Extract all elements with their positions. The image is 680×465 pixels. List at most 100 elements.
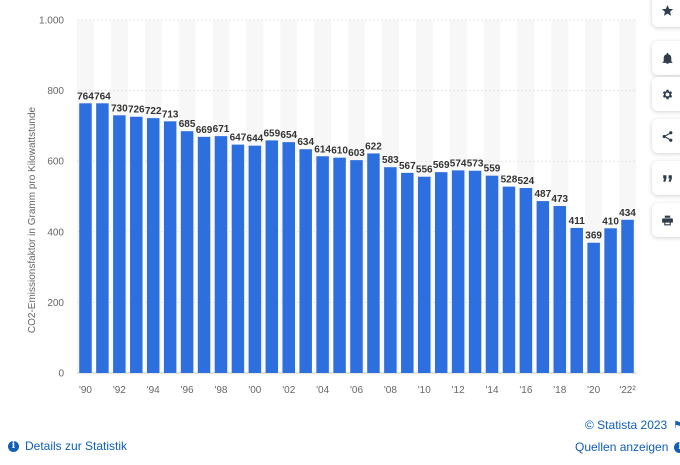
bar[interactable] — [316, 156, 329, 373]
data-label: 573 — [467, 159, 484, 170]
star-icon — [661, 4, 674, 17]
bar[interactable] — [146, 118, 160, 373]
bar[interactable] — [570, 227, 583, 373]
y-tick-label: 1.000 — [39, 16, 64, 27]
x-tick-labels: '90 '92 '94 '96 '98 '00 '02 '04 '06 '08 '10 '12 '14 '… — [79, 385, 636, 396]
data-label: 614 — [314, 144, 331, 155]
data-label: 726 — [128, 105, 145, 116]
x-tick-label: '90 — [79, 385, 92, 396]
data-label: 610 — [331, 146, 348, 157]
bars — [79, 103, 634, 374]
x-tick-label: '94 — [147, 385, 160, 396]
bar[interactable] — [502, 186, 516, 373]
bar[interactable] — [434, 172, 448, 373]
bar[interactable] — [231, 144, 245, 373]
bar[interactable] — [350, 160, 363, 373]
data-label: 583 — [382, 155, 399, 166]
details-label: Details zur Statistik — [25, 439, 128, 453]
data-label: 764 — [77, 91, 94, 102]
x-tick-label: '18 — [553, 385, 566, 396]
details-link[interactable]: i Details zur Statistik — [8, 439, 127, 453]
data-label: 647 — [230, 133, 247, 144]
quote-icon — [661, 172, 674, 185]
y-tick-label: 0 — [58, 369, 64, 380]
bar[interactable] — [130, 116, 143, 374]
favorite-button[interactable] — [652, 0, 680, 27]
x-tick-label: '92 — [113, 385, 126, 396]
flag-icon: ⚑ — [673, 419, 680, 431]
info-icon: i — [674, 441, 680, 453]
print-icon — [661, 214, 674, 227]
bar[interactable] — [333, 157, 346, 373]
data-label: 524 — [518, 176, 535, 187]
data-label: 634 — [297, 137, 314, 148]
gear-icon — [661, 88, 674, 101]
data-label: 528 — [501, 175, 518, 186]
sources-link[interactable]: Quellen anzeigen i — [575, 440, 680, 454]
x-tick-label: '20 — [587, 385, 600, 396]
y-tick-label: 800 — [47, 86, 64, 97]
bar[interactable] — [96, 103, 109, 374]
bar[interactable] — [214, 136, 228, 373]
cite-button[interactable] — [652, 161, 680, 195]
data-label: 567 — [399, 161, 416, 172]
bar[interactable] — [163, 121, 177, 373]
bar[interactable] — [604, 228, 617, 373]
info-icon: i — [8, 440, 19, 452]
bar[interactable] — [587, 242, 600, 373]
x-tick-label: '96 — [181, 385, 194, 396]
statista-credit[interactable]: © Statista 2023 ⚑ — [585, 418, 680, 432]
data-label: 411 — [569, 216, 586, 227]
data-label: 569 — [433, 160, 450, 171]
data-label: 410 — [602, 216, 619, 227]
bar[interactable] — [79, 103, 92, 374]
x-tick-label: '22² — [619, 385, 636, 396]
bar[interactable] — [485, 175, 499, 373]
bar[interactable] — [113, 115, 126, 373]
x-tick-label: '08 — [384, 385, 397, 396]
data-label: 644 — [247, 134, 264, 145]
bar[interactable] — [553, 206, 567, 373]
data-label: 556 — [416, 165, 433, 176]
print-button[interactable] — [652, 203, 680, 237]
data-label: 487 — [534, 189, 551, 200]
x-tick-label: '04 — [316, 385, 329, 396]
data-label: 722 — [145, 106, 162, 117]
data-label: 473 — [551, 194, 568, 205]
bar[interactable] — [299, 149, 312, 373]
data-label: 730 — [111, 103, 128, 114]
bell-icon — [661, 52, 674, 65]
bar[interactable] — [468, 170, 482, 373]
data-label: 654 — [280, 130, 297, 141]
y-axis-label: CO2-Emissionsfaktor in Gramm pro Kilowat… — [27, 106, 38, 333]
bar[interactable] — [519, 188, 533, 373]
bar[interactable] — [401, 172, 414, 373]
bar[interactable] — [451, 170, 465, 373]
x-tick-label: '12 — [452, 385, 465, 396]
data-label: 764 — [94, 91, 111, 102]
sources-label: Quellen anzeigen — [575, 440, 669, 454]
bar[interactable] — [248, 145, 262, 373]
bar[interactable] — [180, 131, 194, 373]
bar[interactable] — [418, 176, 431, 373]
x-tick-label: '02 — [282, 385, 295, 396]
bar[interactable] — [265, 140, 279, 373]
bar[interactable] — [197, 136, 211, 373]
bar[interactable] — [536, 201, 550, 373]
bar[interactable] — [367, 153, 380, 373]
share-icon — [661, 130, 674, 143]
data-label: 434 — [619, 208, 636, 219]
bar[interactable] — [384, 167, 397, 373]
settings-button[interactable] — [652, 77, 680, 111]
notification-button[interactable] — [652, 41, 680, 75]
x-tick-label: '06 — [350, 385, 363, 396]
x-tick-label: '14 — [485, 385, 498, 396]
data-label: 603 — [348, 148, 365, 159]
data-label: 622 — [365, 141, 382, 152]
y-tick-labels: 0 200 400 600 800 1.000 — [39, 16, 64, 380]
y-tick-label: 600 — [47, 157, 64, 168]
bar[interactable] — [282, 142, 295, 373]
share-button[interactable] — [652, 119, 680, 153]
bar[interactable] — [621, 219, 634, 373]
